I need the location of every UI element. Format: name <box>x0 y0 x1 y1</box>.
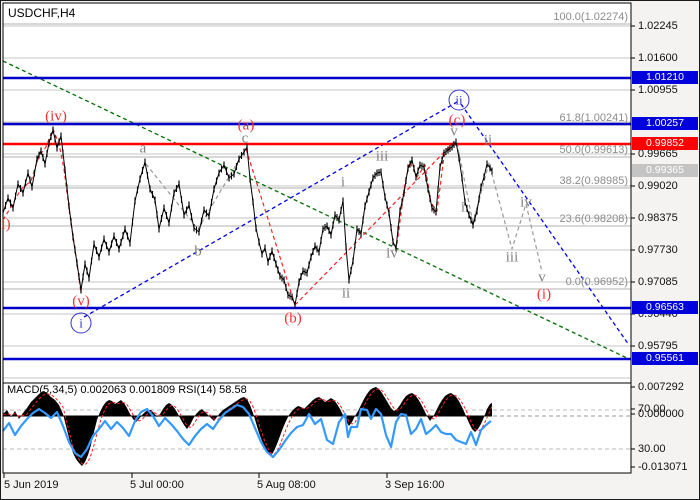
wave-label: (c) <box>448 112 466 129</box>
price-level-badge: 0.99852 <box>632 137 698 150</box>
wave-label: a <box>139 140 147 157</box>
wave-label: i <box>460 199 466 216</box>
price-level-badge: 0.99365 <box>632 164 698 177</box>
wave-label: i) <box>1 216 11 233</box>
price-axis-label: 0.98375 <box>638 212 678 224</box>
price-level-badge: 1.01210 <box>632 71 698 84</box>
price-axis-label: 0.97730 <box>638 244 678 256</box>
fib-level-label: 23.6(0.98208) <box>559 213 629 225</box>
price-axis-label: 0.97085 <box>638 276 678 288</box>
fib-level-label: 100.0(1.02274) <box>553 11 628 23</box>
fib-level-label: 61.8(1.00241) <box>559 112 629 124</box>
fib-level-label: 38.2(0.98985) <box>559 175 629 187</box>
symbol-title: USDCHF,H4 <box>8 6 76 20</box>
wave-label: (a) <box>237 117 255 134</box>
wave-label: (v) <box>72 293 90 310</box>
indicator-axis-label: -0.013071 <box>638 461 688 473</box>
wave-label: v <box>538 269 546 286</box>
wave-label: (i) <box>536 286 552 303</box>
wave-label-circled: i <box>70 312 92 334</box>
price-axis-label: 1.02245 <box>638 20 678 32</box>
wave-label: iii <box>375 148 389 165</box>
wave-label: (b) <box>284 310 302 327</box>
price-axis-label: 1.00955 <box>638 84 678 96</box>
indicator-axis-label: 0.007292 <box>638 381 684 393</box>
indicator-plot[interactable] <box>3 383 631 473</box>
price-level-badge: 0.95561 <box>632 352 698 365</box>
wave-label-circled: ii <box>448 89 470 111</box>
wave-label: (iv) <box>45 108 67 125</box>
indicator-axis-label: 70.00 <box>638 403 666 415</box>
indicator-label: MACD(5,34,5) 0.002063 0.001809 RSI(14) 5… <box>7 384 247 396</box>
price-axis-label: 1.01600 <box>638 52 678 64</box>
indicator-axis-label: 30.00 <box>638 443 666 455</box>
price-level-badge: 0.96563 <box>632 301 698 314</box>
main-chart-plot[interactable] <box>3 3 631 383</box>
wave-label: c <box>241 130 249 147</box>
price-axis-label: 0.99665 <box>638 148 678 160</box>
wave-label: iii <box>505 249 519 266</box>
fib-level-label: 50.0(0.99613) <box>559 144 629 156</box>
time-axis[interactable] <box>3 473 631 499</box>
indicator-axis-label: 0.000000 <box>638 408 684 420</box>
time-axis-label: 5 Jul 00:00 <box>130 479 184 491</box>
price-axis-label: 0.95795 <box>638 340 678 352</box>
wave-label: v <box>450 123 458 140</box>
time-axis-label: 5 Aug 08:00 <box>257 479 316 491</box>
time-axis-label: 5 Jun 2019 <box>4 479 59 491</box>
price-axis-label: 0.99020 <box>638 180 678 192</box>
wave-label: ii <box>483 132 493 149</box>
price-level-badge: 1.00257 <box>632 117 698 130</box>
time-axis-label: 3 Sep 16:00 <box>385 479 445 491</box>
wave-label: iv <box>520 194 532 211</box>
wave-label: ii <box>341 285 351 302</box>
wave-label: iv <box>386 245 398 262</box>
wave-label: i <box>340 174 346 191</box>
fib-level-label: 0.0(0.96952) <box>565 276 628 288</box>
wave-label: b <box>194 243 202 260</box>
